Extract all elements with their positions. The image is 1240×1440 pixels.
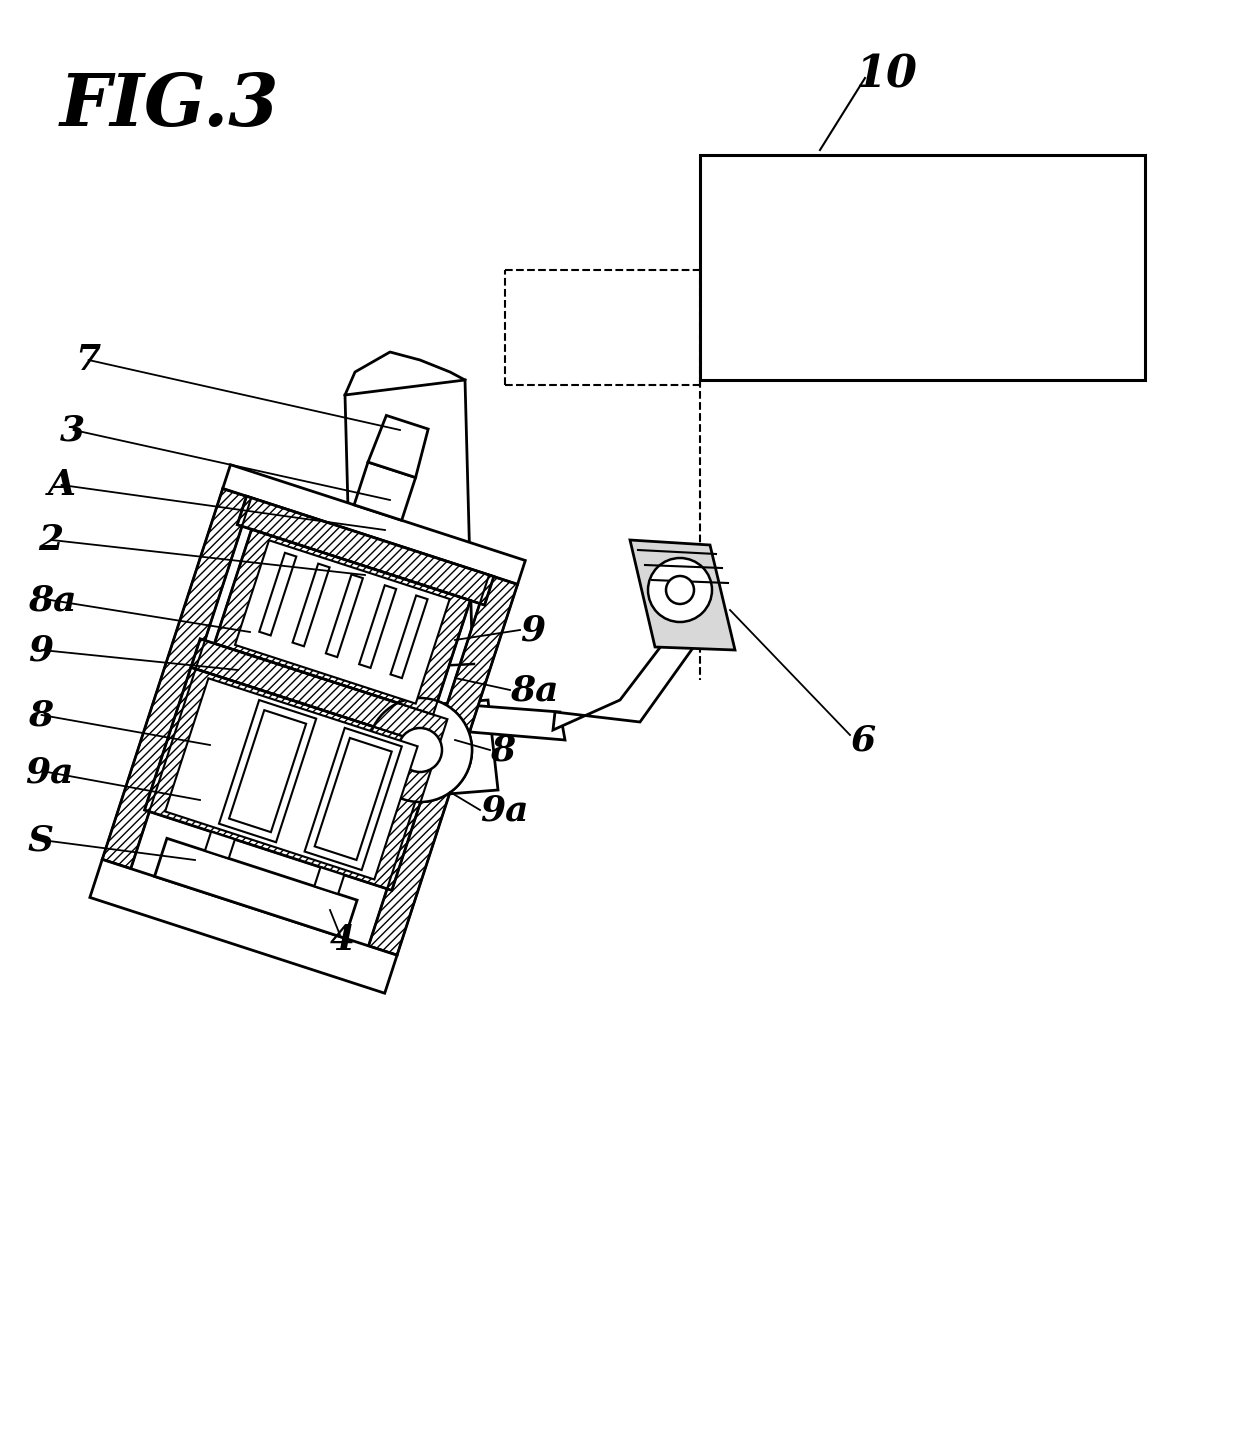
Text: 10: 10 [856, 53, 918, 96]
Polygon shape [553, 595, 720, 730]
Text: A: A [48, 468, 76, 503]
Polygon shape [360, 585, 397, 668]
Text: 9a: 9a [25, 755, 73, 789]
Circle shape [368, 698, 472, 802]
Polygon shape [89, 860, 397, 994]
Circle shape [368, 698, 472, 802]
Polygon shape [365, 700, 498, 801]
Polygon shape [391, 596, 428, 678]
Polygon shape [368, 575, 517, 955]
Text: 8a: 8a [29, 583, 77, 616]
Polygon shape [355, 462, 415, 520]
Text: 8: 8 [29, 698, 53, 732]
Polygon shape [223, 465, 526, 585]
Text: 9: 9 [520, 613, 546, 647]
Polygon shape [205, 832, 234, 858]
Polygon shape [165, 678, 418, 880]
Circle shape [666, 576, 694, 603]
Text: 8: 8 [490, 733, 515, 768]
Polygon shape [236, 540, 450, 704]
Circle shape [398, 729, 441, 772]
Polygon shape [326, 575, 363, 657]
Text: 3: 3 [60, 413, 86, 446]
Circle shape [398, 729, 441, 772]
Text: 6: 6 [849, 723, 875, 757]
Polygon shape [191, 639, 448, 747]
Polygon shape [345, 380, 475, 772]
Polygon shape [215, 530, 470, 714]
Polygon shape [315, 737, 392, 860]
Polygon shape [630, 540, 735, 649]
Polygon shape [155, 838, 357, 939]
Polygon shape [102, 488, 252, 868]
Text: 7: 7 [74, 343, 100, 377]
Text: S: S [29, 824, 55, 857]
Polygon shape [229, 710, 306, 832]
Text: 9a: 9a [480, 793, 528, 827]
Text: 2: 2 [38, 523, 63, 557]
Polygon shape [293, 563, 330, 647]
Text: 8a: 8a [510, 672, 558, 707]
Polygon shape [237, 497, 494, 605]
Circle shape [649, 559, 712, 622]
Polygon shape [259, 553, 296, 635]
Polygon shape [305, 727, 402, 870]
Polygon shape [467, 706, 565, 740]
Text: FIG.3: FIG.3 [60, 71, 279, 141]
Polygon shape [314, 867, 345, 894]
Text: 9: 9 [29, 634, 53, 667]
Polygon shape [219, 700, 316, 842]
Polygon shape [701, 156, 1145, 380]
Polygon shape [368, 415, 428, 478]
Text: 4: 4 [330, 923, 355, 958]
Polygon shape [145, 667, 438, 890]
